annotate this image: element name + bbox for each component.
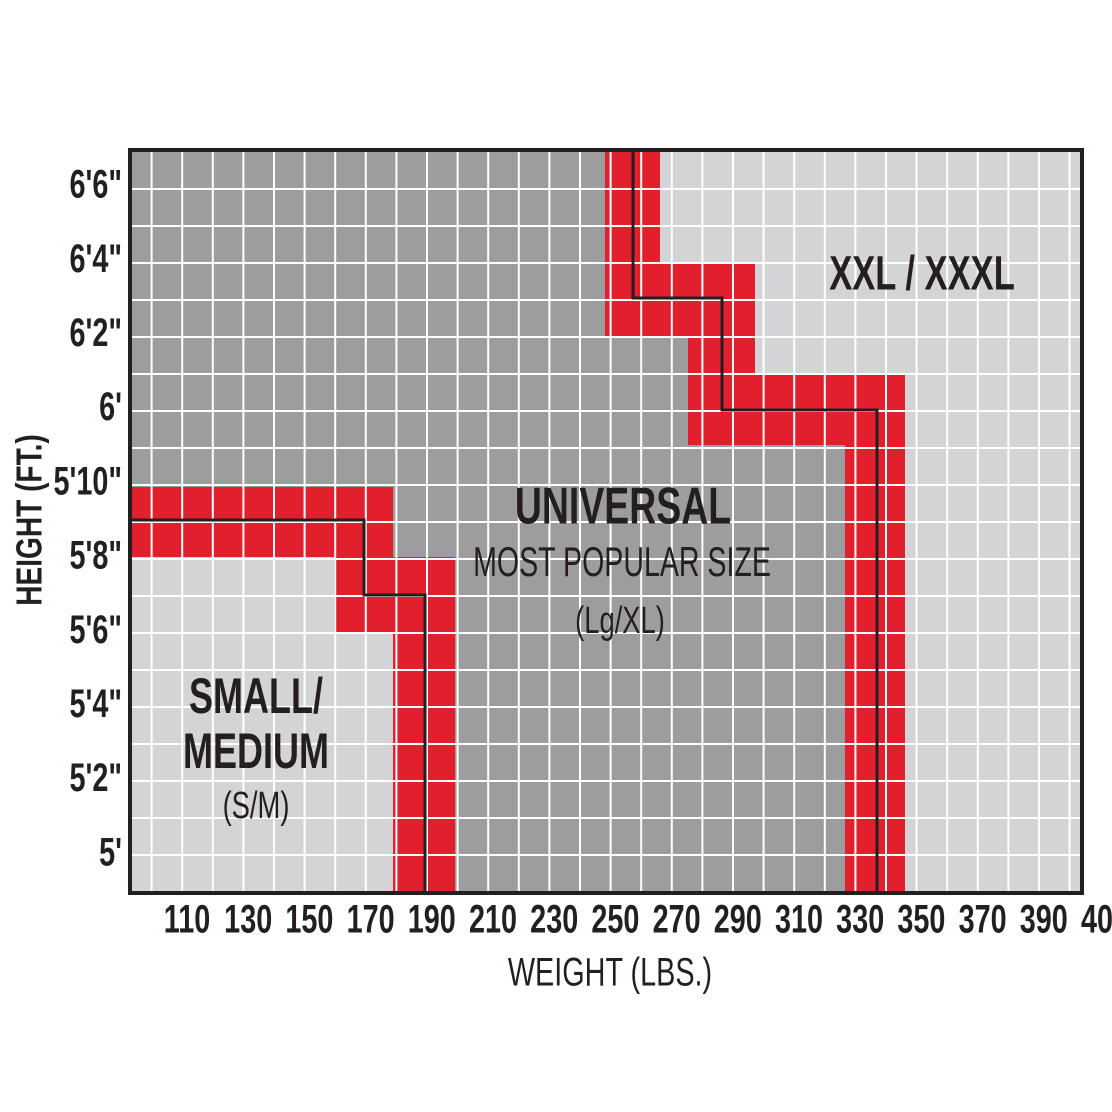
region-title: SMALL/	[189, 670, 323, 725]
y-tick-label: 6'6"	[69, 162, 122, 207]
x-tick-label: 290	[714, 897, 762, 942]
x-tick-label: 270	[653, 897, 701, 942]
x-tick-label: 390	[1020, 897, 1068, 942]
y-tick-label: 6'	[99, 385, 122, 430]
x-tick-label: 130	[224, 897, 272, 942]
x-tick-label: 190	[408, 897, 456, 942]
y-axis-title: HEIGHT (FT.)	[9, 434, 49, 605]
y-tick-label: 5'10"	[53, 459, 122, 504]
x-tick-label: 170	[347, 897, 395, 942]
x-axis-title: WEIGHT (LBS.)	[508, 950, 712, 995]
boundary-line	[130, 518, 427, 893]
x-tick-label: 310	[775, 897, 823, 942]
y-tick-label: 5'6"	[69, 607, 122, 652]
region-subtitle: MOST POPULAR SIZE	[473, 537, 771, 585]
x-tick-label: 230	[530, 897, 578, 942]
x-tick-label: 330	[836, 897, 884, 942]
region-title: MEDIUM	[183, 725, 329, 780]
y-tick-label: 6'2"	[69, 310, 122, 355]
x-tick-label: 250	[591, 897, 639, 942]
region-code: (Lg/XL)	[575, 600, 665, 642]
region-code: (S/M)	[223, 785, 290, 827]
y-ticks: 6'6" 6'4" 6'2" 6' 5'10" 5'8" 5'6" 5'4" 5'2" 5'	[53, 162, 122, 875]
x-tick-label: 370	[959, 897, 1007, 942]
plot-border	[128, 148, 1084, 895]
y-tick-label: 5'8"	[69, 533, 122, 578]
x-tick-label: 350	[897, 897, 945, 942]
x-tick-label: 110	[164, 897, 210, 942]
x-ticks: 110 130 150 170 190 210 230 250 270 290 310 330 350 3…	[164, 897, 1112, 942]
y-tick-label: 5'	[99, 830, 122, 875]
x-tick-label: 400	[1081, 897, 1112, 942]
x-tick-label: 150	[285, 897, 333, 942]
region-title: UNIVERSAL	[515, 477, 731, 536]
y-tick-label: 5'4"	[69, 681, 122, 726]
small-region	[130, 557, 393, 893]
y-tick-label: 5'2"	[69, 756, 122, 801]
grid	[130, 150, 1082, 893]
y-tick-label: 6'4"	[69, 236, 122, 281]
region-title: XXL / XXXL	[829, 246, 1015, 300]
boundary-line	[631, 150, 879, 893]
x-tick-label: 210	[469, 897, 517, 942]
